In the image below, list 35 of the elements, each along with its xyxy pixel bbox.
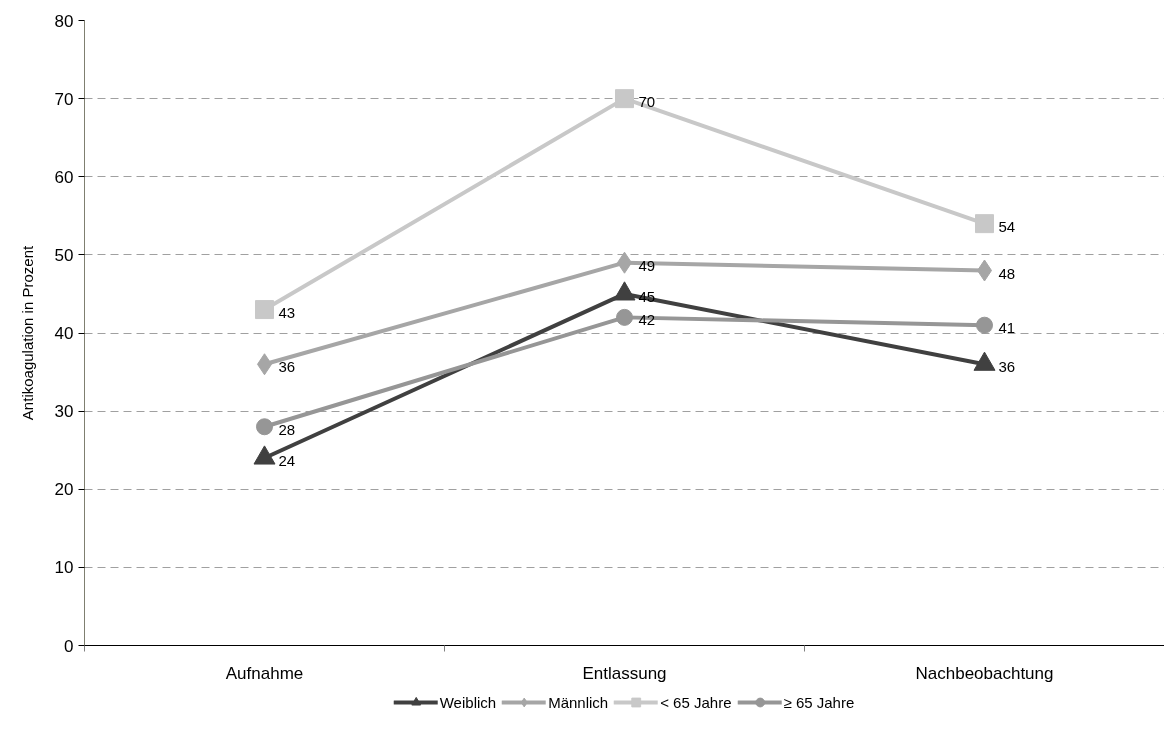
data-label: 42 bbox=[638, 311, 656, 329]
legend-label: Weiblich bbox=[439, 693, 497, 711]
data-label: 36 bbox=[278, 358, 296, 376]
x-tick-label: Aufnahme bbox=[225, 663, 304, 683]
point bbox=[975, 214, 994, 234]
point bbox=[615, 89, 634, 109]
legend-label: < 65 Jahre bbox=[660, 693, 732, 711]
data-label: 54 bbox=[998, 217, 1016, 235]
y-axis-title: Antikoagulation in Prozent bbox=[18, 245, 36, 421]
data-label: 45 bbox=[638, 287, 656, 305]
data-label: 24 bbox=[278, 452, 296, 469]
point bbox=[255, 300, 274, 320]
y-tick-label: 0 bbox=[64, 636, 74, 656]
legend-label: ≥ 65 Jahre bbox=[783, 693, 855, 711]
data-label: 48 bbox=[998, 264, 1016, 282]
data-label: 41 bbox=[998, 319, 1016, 337]
point bbox=[256, 418, 273, 436]
point bbox=[976, 316, 993, 334]
y-tick-label: 30 bbox=[54, 402, 74, 422]
legend-label: Männlich bbox=[548, 693, 609, 711]
point bbox=[616, 308, 633, 326]
data-label: 36 bbox=[998, 358, 1016, 376]
data-label: 70 bbox=[638, 92, 656, 110]
data-label: 49 bbox=[638, 256, 656, 274]
y-tick-label: 80 bbox=[54, 11, 74, 31]
y-tick-label: 40 bbox=[54, 324, 74, 343]
y-tick-label: 70 bbox=[54, 89, 74, 109]
y-tick-label: 10 bbox=[54, 558, 74, 578]
data-label: 43 bbox=[278, 303, 296, 321]
y-tick-label: 60 bbox=[54, 167, 74, 187]
y-tick-label: 20 bbox=[54, 480, 74, 500]
y-tick-label: 50 bbox=[54, 245, 74, 265]
x-tick-label: Entlassung bbox=[582, 663, 667, 683]
data-label: 28 bbox=[278, 420, 296, 438]
x-tick-label: Nachbeobachtung bbox=[915, 663, 1054, 683]
